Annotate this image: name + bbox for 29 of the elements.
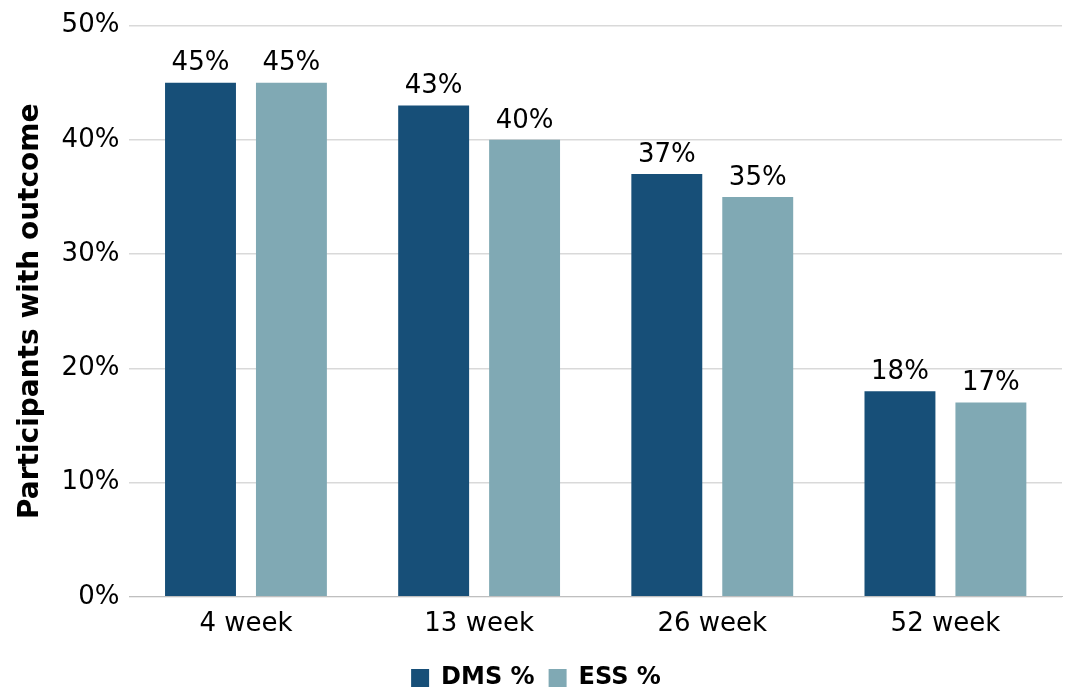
y-tick-label: 40% (61, 122, 120, 153)
bar (631, 174, 703, 597)
data-label: 43% (404, 69, 463, 100)
x-tick-label: 52 week (890, 607, 1001, 638)
data-label: 18% (871, 354, 929, 385)
bar (398, 105, 470, 597)
bar (864, 391, 936, 597)
data-label: 45% (262, 46, 321, 77)
legend-label: DMS % (441, 662, 535, 691)
x-tick-label: 26 week (657, 607, 768, 638)
bar (165, 82, 236, 597)
bar (255, 82, 327, 597)
data-label: 40% (495, 103, 554, 134)
bar (955, 402, 1027, 597)
data-label: 37% (637, 137, 696, 168)
bar (722, 196, 794, 597)
y-tick-label: 30% (61, 236, 120, 267)
data-label: 45% (171, 46, 230, 77)
x-tick-label: 13 week (424, 607, 534, 638)
y-axis-title: Participants with outcome (12, 103, 46, 519)
data-label: 35% (728, 160, 787, 191)
y-tick-label: 20% (61, 351, 120, 382)
bar (489, 139, 561, 597)
x-tick-label: 4 week (199, 607, 293, 638)
y-tick-label: 0% (78, 579, 120, 610)
y-tick-label: 10% (61, 465, 120, 496)
legend-label: ESS % (578, 662, 661, 691)
y-tick-label: 50% (61, 8, 120, 39)
data-label: 17% (961, 366, 1020, 397)
